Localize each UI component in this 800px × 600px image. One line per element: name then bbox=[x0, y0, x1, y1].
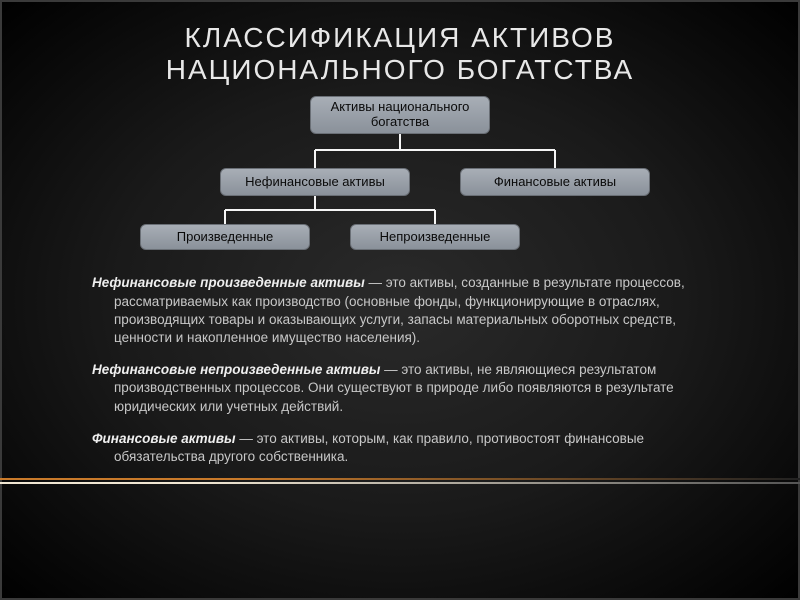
node-nonfin: Нефинансовые активы bbox=[220, 168, 410, 196]
definition-item: Финансовые активы — это активы, которым,… bbox=[92, 430, 728, 466]
definition-term: Нефинансовые непроизведенные активы bbox=[92, 362, 380, 377]
definition-item: Нефинансовые непроизведенные активы — эт… bbox=[92, 361, 728, 416]
node-prod: Произведенные bbox=[140, 224, 310, 250]
accent-line-1 bbox=[0, 478, 800, 480]
definition-term: Нефинансовые произведенные активы bbox=[92, 275, 365, 290]
org-chart: Активы национального богатства Нефинансо… bbox=[120, 96, 680, 256]
node-fin: Финансовые активы bbox=[460, 168, 650, 196]
accent-line-2 bbox=[0, 482, 800, 484]
node-nonprod: Непроизведенные bbox=[350, 224, 520, 250]
definition-item: Нефинансовые произведенные активы — это … bbox=[92, 274, 728, 347]
slide-title: КЛАССИФИКАЦИЯ АКТИВОВ НАЦИОНАЛЬНОГО БОГА… bbox=[42, 22, 758, 86]
node-root: Активы национального богатства bbox=[310, 96, 490, 134]
definition-term: Финансовые активы bbox=[92, 431, 236, 446]
definitions: Нефинансовые произведенные активы — это … bbox=[42, 274, 758, 466]
